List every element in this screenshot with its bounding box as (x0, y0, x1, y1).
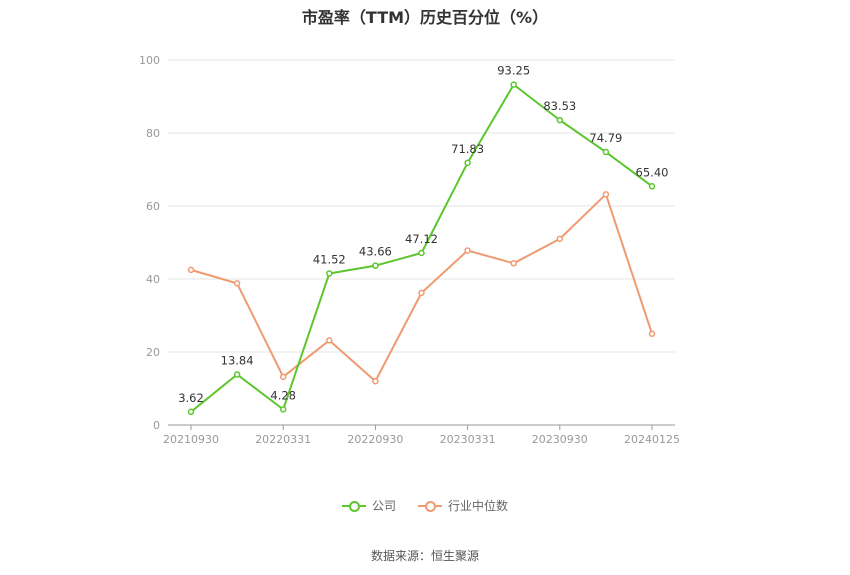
series-line-1 (190, 193, 653, 383)
data-point-0 (279, 406, 287, 413)
legend-label-industry-median: 行业中位数 (448, 499, 509, 513)
data-point-1 (326, 337, 333, 344)
x-tick-label: 20230331 (440, 433, 496, 446)
y-tick-label: 80 (146, 127, 160, 140)
data-label: 47.12 (405, 232, 438, 246)
data-point-1 (233, 280, 241, 287)
data-point-0 (233, 371, 241, 378)
data-label: 74.79 (589, 131, 622, 145)
data-point-0 (602, 148, 610, 156)
data-point-0 (372, 262, 379, 269)
data-label: 13.84 (221, 353, 254, 367)
grid-lines (168, 59, 675, 353)
y-tick-label: 40 (146, 273, 160, 286)
legend-item-company[interactable]: 公司 (341, 497, 396, 514)
data-point-0 (187, 408, 195, 416)
legend-swatch-industry-median (418, 500, 442, 512)
legend-label-company: 公司 (371, 499, 396, 513)
data-point-1 (648, 330, 656, 337)
x-tick-label: 20240125 (624, 433, 680, 446)
data-label: 83.53 (543, 99, 576, 113)
data-point-0 (510, 81, 517, 88)
data-label: 71.83 (451, 142, 484, 156)
x-tick-label: 20220930 (347, 433, 403, 446)
data-point-1 (556, 235, 564, 243)
data-point-1 (418, 289, 425, 297)
axes: 0 20 40 60 80 100 20210930 20220331 20220930 2023… (139, 54, 680, 446)
data-labels: 3.62 13.84 4.28 41.52 43.66 47.12 71.83 93.25 83… (178, 64, 668, 405)
y-tick-label: 20 (146, 346, 160, 359)
x-tick-label: 20230930 (532, 433, 588, 446)
data-point-1 (372, 377, 379, 385)
y-tick-label: 60 (146, 200, 160, 213)
data-label: 41.52 (313, 252, 346, 266)
y-tick-label: 100 (139, 54, 160, 67)
series-line-0 (190, 83, 653, 413)
data-point-0 (464, 159, 471, 167)
data-point-0 (648, 183, 656, 190)
data-point-0 (326, 270, 333, 277)
legend-swatch-company (341, 500, 366, 512)
data-point-1 (510, 260, 517, 267)
chart-title: 市盈率（TTM）历史百分位（%） (301, 8, 549, 27)
y-tick-label: 0 (153, 419, 160, 432)
data-point-0 (556, 116, 564, 124)
data-point-1 (602, 191, 610, 198)
data-label: 3.62 (178, 391, 204, 405)
data-label: 4.28 (270, 388, 296, 402)
source-note: 数据来源：恒生聚源 (370, 549, 479, 563)
series-lines (187, 81, 656, 416)
data-point-1 (464, 247, 471, 254)
x-tick-label: 20220331 (255, 433, 311, 446)
data-label: 93.25 (497, 64, 530, 78)
x-tick-label: 20210930 (163, 433, 219, 446)
data-point-1 (187, 266, 195, 274)
data-point-1 (279, 373, 287, 381)
data-label: 43.66 (359, 245, 392, 259)
legend-item-industry-median[interactable]: 行业中位数 (418, 497, 508, 514)
data-point-0 (418, 249, 425, 257)
legend: 公司 行业中位数 (0, 497, 850, 514)
data-label: 65.40 (636, 165, 669, 179)
